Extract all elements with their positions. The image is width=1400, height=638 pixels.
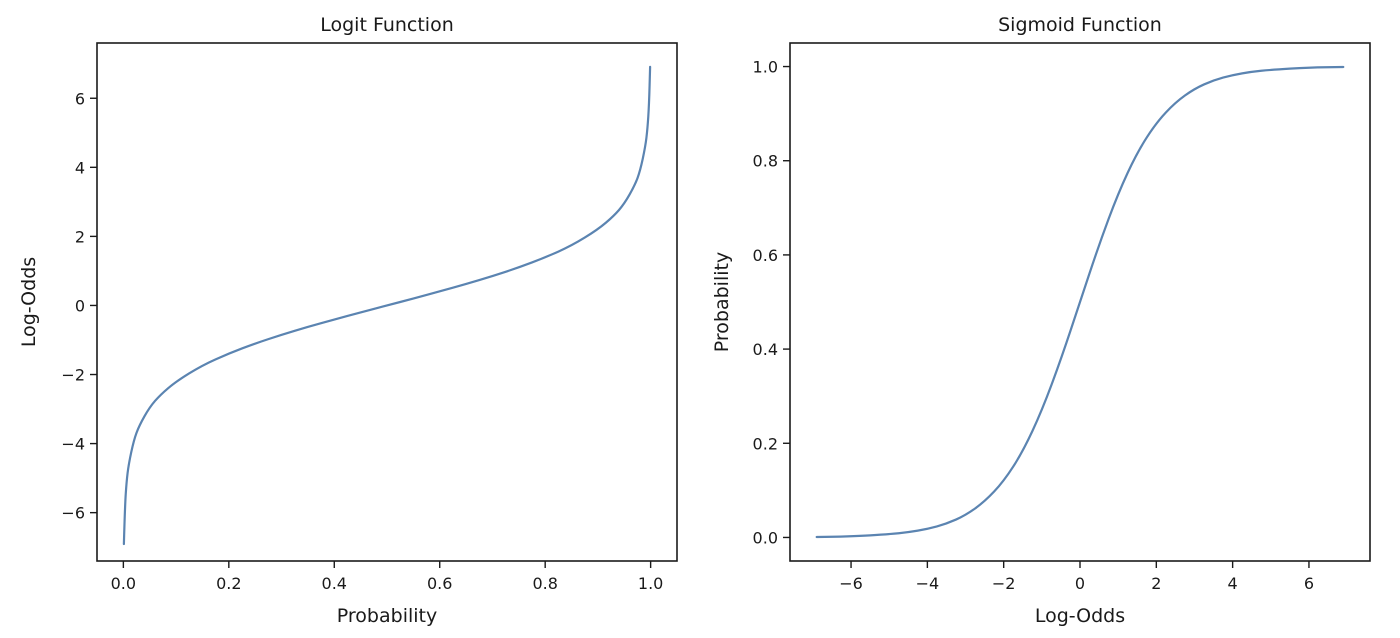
y-tick-label: 2 [75,227,85,246]
series-line [815,65,1345,539]
y-tick-label: −4 [61,435,85,454]
sigmoid-chart: Sigmoid Function Log-Odds Probability −6… [711,14,1371,627]
y-tick-label: 0.4 [753,340,778,359]
x-tick-label: 4 [1228,574,1238,593]
y-tick-label: 0 [75,296,85,315]
x-tick-label: 0.6 [427,574,452,593]
x-tick-label: −6 [839,574,863,593]
x-tick-label: 0.8 [532,574,557,593]
x-tick-label: 0.2 [216,574,241,593]
x-tick-label: 1.0 [638,574,663,593]
x-tick-label: 6 [1304,574,1314,593]
y-tick-label: 0.2 [753,434,778,453]
plot-frame [96,42,678,562]
y-tick-label: −2 [61,366,85,385]
y-axis-label: Probability [711,252,733,352]
y-tick-label: 0.0 [753,528,778,547]
y-tick-label: 6 [75,89,85,108]
x-tick-label: 0 [1075,574,1085,593]
x-tick-label: −4 [916,574,940,593]
x-axis-label: Probability [337,605,437,627]
series-line [122,65,652,546]
chart-title: Logit Function [320,14,454,36]
y-tick-label: −6 [61,504,85,523]
x-tick-label: −2 [992,574,1016,593]
y-tick-label: 0.6 [753,246,778,265]
x-tick-label: 0.4 [322,574,347,593]
logit-chart: Logit Function Probability Log-Odds 0.0 0… [18,14,678,627]
x-tick-label: 0.0 [111,574,136,593]
y-tick-label: 4 [75,158,85,177]
y-axis-label: Log-Odds [18,257,40,347]
chart-title: Sigmoid Function [998,14,1162,36]
y-tick-label: 0.8 [753,152,778,171]
y-tick-label: 1.0 [753,58,778,77]
x-tick-label: 2 [1151,574,1161,593]
x-axis-label: Log-Odds [1035,605,1125,627]
